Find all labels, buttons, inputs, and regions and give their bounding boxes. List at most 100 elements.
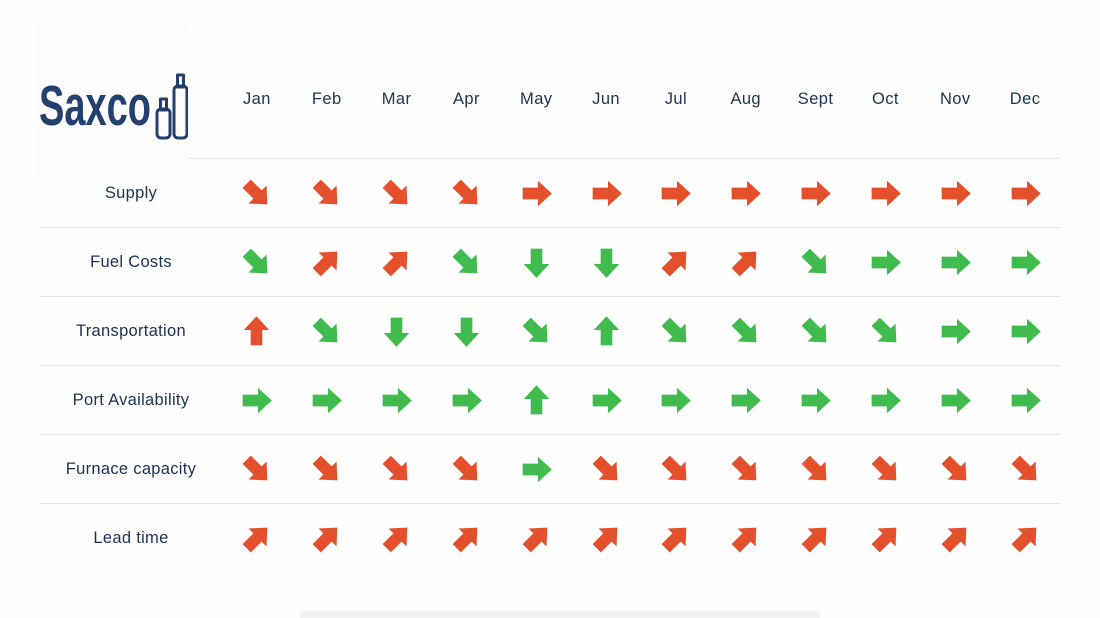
arrow-down-icon [523, 248, 549, 278]
table-row: Supply [40, 158, 1060, 227]
trend-cell [362, 383, 432, 418]
trend-cell [641, 245, 711, 280]
arrow-down-right-icon [452, 179, 478, 204]
arrow-down-right-icon [661, 455, 687, 480]
column-header-may: May [520, 89, 553, 108]
trend-cell [292, 176, 362, 211]
trend-cell [571, 383, 641, 418]
arrow-up-right-icon [731, 251, 757, 276]
trend-cell [851, 521, 921, 556]
arrow-up-right-icon [941, 527, 967, 552]
arrow-down-right-icon [312, 317, 338, 342]
arrow-up-icon [593, 315, 619, 345]
month-header-row: Jan Feb Mar Apr May Jun Jul Aug Sept Oct Nov Dec [40, 76, 1060, 122]
trend-cell [222, 521, 292, 556]
trend-cell [781, 314, 851, 349]
trend-cell [711, 245, 781, 280]
trend-cell [711, 521, 781, 556]
arrow-right-icon [662, 387, 692, 413]
arrow-up-right-icon [242, 527, 268, 552]
arrow-down-right-icon [242, 455, 268, 480]
trend-cell [641, 314, 711, 349]
trend-cell [501, 383, 571, 418]
trend-cell [501, 245, 571, 280]
trend-cell [641, 383, 711, 418]
column-header-oct: Oct [871, 89, 899, 108]
trend-cell [711, 383, 781, 418]
supplier-trend-matrix: Supply Fuel Costs Transportation Port Avail… [40, 158, 1060, 572]
arrow-right-icon [522, 456, 552, 482]
arrow-right-icon [801, 180, 831, 206]
row-label-lead-time: Lead time [93, 528, 169, 547]
logo-text: Saxco [39, 74, 151, 138]
arrow-up-right-icon [871, 527, 897, 552]
trend-cell [851, 245, 921, 280]
row-label-supply: Supply [104, 183, 158, 202]
trend-cell [711, 176, 781, 211]
trend-cell [711, 314, 781, 349]
bottle-short-icon [155, 97, 172, 140]
column-header-feb: Feb [311, 89, 342, 108]
trend-cell [501, 176, 571, 211]
arrow-down-right-icon [801, 248, 827, 273]
arrow-down-right-icon [871, 317, 897, 342]
trend-cell [432, 314, 502, 349]
arrow-down-right-icon [452, 248, 478, 273]
trend-cell [990, 452, 1060, 487]
trend-cell [990, 521, 1060, 556]
arrow-up-icon [523, 384, 549, 414]
arrow-down-right-icon [941, 455, 967, 480]
column-header-dec: Dec [1009, 89, 1041, 108]
arrow-down-icon [593, 248, 619, 278]
arrow-right-icon [522, 180, 552, 206]
trend-cell [292, 521, 362, 556]
trend-cell [641, 452, 711, 487]
trend-cell [920, 521, 990, 556]
arrow-right-icon [1011, 180, 1041, 206]
trend-cell [920, 176, 990, 211]
arrow-right-icon [452, 387, 482, 413]
arrow-down-right-icon [801, 317, 827, 342]
trend-cell [222, 176, 292, 211]
arrow-right-icon [662, 180, 692, 206]
arrow-down-right-icon [242, 248, 268, 273]
arrow-right-icon [871, 387, 901, 413]
column-header-jan: Jan [243, 89, 271, 108]
trend-cell [362, 521, 432, 556]
arrow-down-right-icon [871, 455, 897, 480]
arrow-down-right-icon [242, 179, 268, 204]
trend-cell [501, 452, 571, 487]
saxco-logo-image: Saxco [39, 73, 188, 140]
arrow-down-right-icon [801, 455, 827, 480]
trend-cell [920, 383, 990, 418]
trend-cell [571, 521, 641, 556]
trend-cell [432, 176, 502, 211]
saxco-logo: Saxco [35, 25, 188, 178]
trend-cell [501, 521, 571, 556]
trend-cell [990, 245, 1060, 280]
table-row: Lead time [40, 503, 1060, 572]
row-label-port-availability: Port Availability [72, 390, 190, 409]
trend-cell [292, 383, 362, 418]
trend-cell [432, 452, 502, 487]
trend-cell [571, 176, 641, 211]
trend-cell [292, 314, 362, 349]
column-header-nov: Nov [939, 89, 971, 108]
arrow-down-icon [383, 317, 410, 347]
column-header-apr: Apr [452, 89, 480, 108]
arrow-right-icon [941, 387, 971, 413]
arrow-right-icon [941, 249, 971, 275]
table-row: Fuel Costs [40, 227, 1060, 296]
trend-cell [781, 452, 851, 487]
table-row: Port Availability [40, 365, 1060, 434]
arrow-down-right-icon [382, 455, 408, 480]
arrow-right-icon [871, 249, 901, 275]
trend-cell [990, 383, 1060, 418]
trend-cell [851, 383, 921, 418]
arrow-down-right-icon [382, 179, 408, 204]
arrow-right-icon [382, 387, 412, 413]
arrow-down-icon [453, 317, 480, 347]
arrow-up-right-icon [801, 527, 827, 552]
